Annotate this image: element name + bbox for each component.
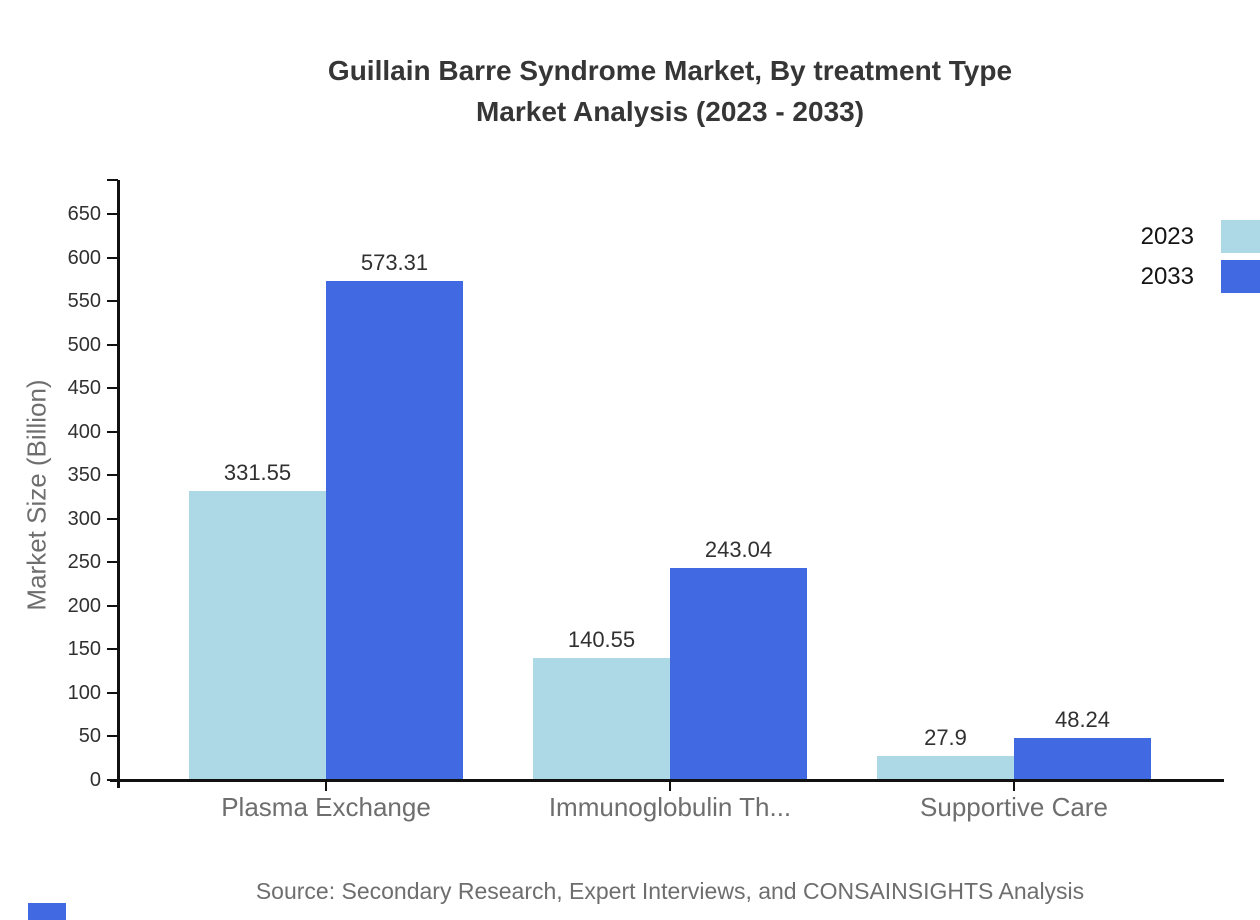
y-tick-label: 450 [67, 377, 101, 400]
legend-swatch-2033 [1221, 260, 1260, 293]
source-note: Source: Secondary Research, Expert Inter… [255, 878, 1085, 904]
y-tick-label: 600 [67, 246, 101, 269]
x-axis-line [110, 779, 1224, 782]
legend-label-2023: 2023 [1140, 223, 1194, 250]
legend-item-2033[interactable]: 2033 [1020, 260, 1260, 293]
bar-2033 [1014, 737, 1151, 780]
y-tick [107, 430, 118, 433]
y-tick-label: 50 [78, 725, 101, 748]
y-tick [107, 474, 118, 477]
x-tick [1013, 782, 1015, 791]
y-tick [107, 213, 118, 215]
y-tick [107, 779, 118, 781]
chart-title: Guillain Barre Syndrome Market, By treat… [80, 50, 1260, 132]
y-tick-label: 0 [89, 769, 101, 791]
y-tick-label: 350 [67, 464, 101, 487]
y-tick [107, 561, 118, 564]
bar-value-label: 27.9 [924, 724, 967, 750]
bar-2023 [189, 491, 326, 780]
y-tick [107, 604, 118, 607]
x-tick [325, 782, 327, 791]
brand-mark [28, 903, 66, 920]
y-axis-line [117, 180, 120, 788]
bar-2023 [533, 657, 670, 780]
y-tick-label: 500 [67, 333, 101, 356]
x-tick [669, 782, 671, 791]
bar-value-label: 573.31 [360, 249, 429, 275]
chart-title-line2: Market Analysis (2023 - 2033) [475, 96, 865, 127]
y-axis-top-cap [107, 179, 118, 181]
bar-value-label: 331.55 [223, 460, 292, 486]
chart-title-line1: Guillain Barre Syndrome Market, By treat… [327, 55, 1013, 86]
y-tick-label: 550 [67, 290, 101, 313]
x-category-label: Plasma Exchange [221, 792, 431, 822]
legend-label-2033: 2033 [1140, 263, 1194, 290]
legend-swatch-2023 [1221, 220, 1260, 253]
y-tick-label: 200 [67, 594, 101, 617]
y-tick [107, 256, 118, 259]
bar-value-label: 140.55 [567, 626, 636, 652]
y-tick [107, 300, 118, 303]
bar-2033 [670, 568, 807, 780]
bar-2033 [326, 280, 463, 780]
bar-value-label: 48.24 [1054, 706, 1111, 732]
y-tick [107, 343, 118, 346]
y-tick [107, 387, 118, 390]
y-tick-label: 250 [67, 551, 101, 574]
y-tick [107, 691, 118, 694]
y-tick [107, 517, 118, 520]
y-tick-label: 400 [67, 420, 101, 443]
bar-2023 [877, 755, 1014, 780]
x-category-label: Immunoglobulin Th... [548, 792, 792, 822]
legend-item-2023[interactable]: 2023 [1020, 220, 1260, 253]
y-tick [107, 648, 118, 651]
y-tick-label: 300 [67, 507, 101, 530]
y-axis-title: Market Size (Billion) [21, 379, 52, 611]
y-tick-label: 100 [67, 681, 101, 704]
bar-value-label: 243.04 [704, 537, 773, 563]
x-category-label: Supportive Care [920, 792, 1108, 822]
y-tick [107, 735, 118, 738]
y-tick-label: 150 [67, 638, 101, 661]
y-tick-label: 650 [67, 203, 101, 225]
